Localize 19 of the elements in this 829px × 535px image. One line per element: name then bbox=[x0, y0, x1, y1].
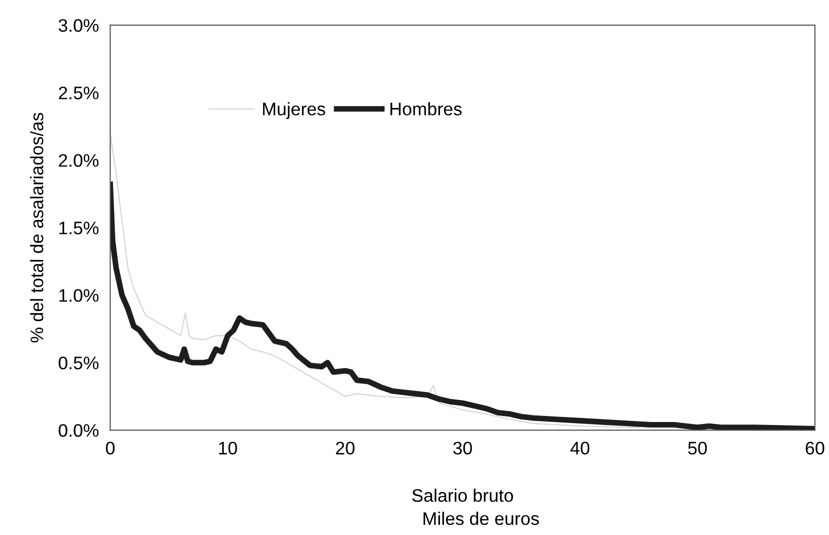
x-tick-label: 0 bbox=[106, 442, 115, 455]
x-tick-label: 10 bbox=[219, 442, 238, 455]
x-tick-label: 50 bbox=[688, 442, 707, 455]
y-tick-label: 1.0% bbox=[59, 289, 99, 302]
x-tick-label: 40 bbox=[570, 442, 590, 455]
y-tick-label: 2.0% bbox=[58, 154, 99, 167]
x-axis-title: Salario bruto bbox=[412, 488, 514, 502]
y-tick-label: 3.0% bbox=[58, 19, 99, 32]
y-axis-title: % del total de asalariados/as bbox=[30, 112, 44, 342]
legend-label: Hombres bbox=[390, 102, 462, 116]
legend-label: Mujeres bbox=[263, 102, 326, 119]
x-tick-label: 30 bbox=[453, 442, 472, 455]
y-tick-label: 1.5% bbox=[59, 222, 99, 234]
y-tick-label: 0.0% bbox=[58, 424, 99, 437]
y-tick-label: 2.5% bbox=[58, 86, 99, 100]
x-tick-label: 20 bbox=[336, 442, 354, 455]
x-tick-label: 60 bbox=[806, 442, 824, 455]
y-tick-label: 0.5% bbox=[58, 356, 99, 370]
text: Miles de euros bbox=[424, 512, 539, 526]
